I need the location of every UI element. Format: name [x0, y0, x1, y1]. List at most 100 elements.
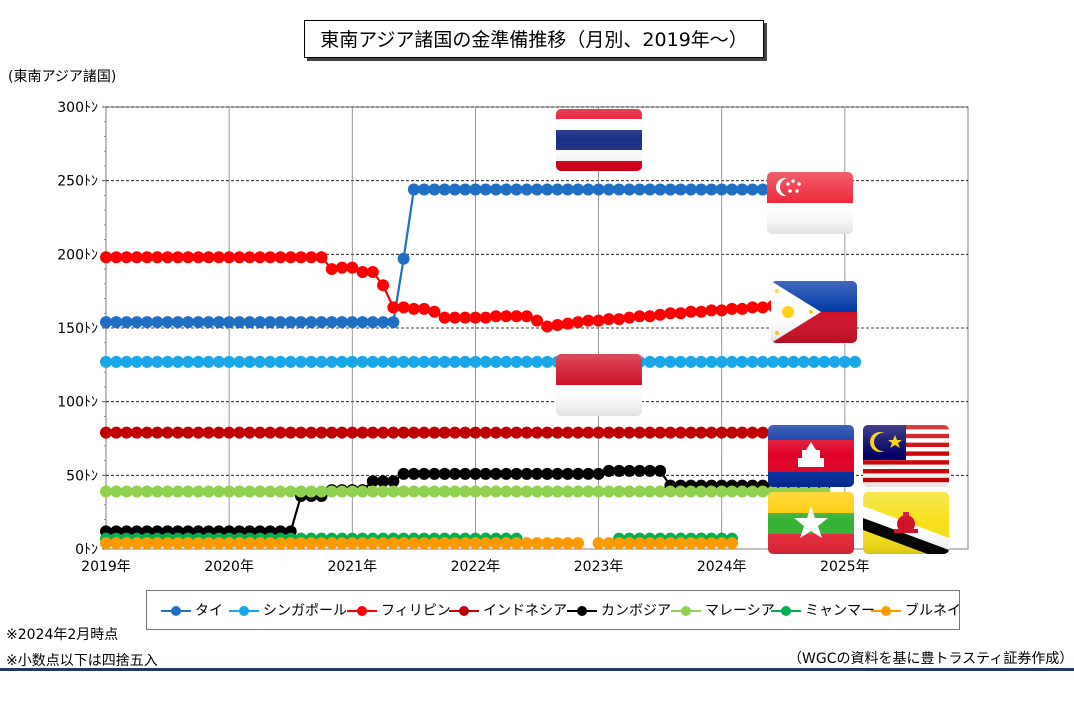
data-point: [541, 426, 554, 439]
data-point: [695, 485, 708, 498]
data-point: [613, 537, 626, 550]
legend-marker: [871, 606, 901, 616]
data-point: [110, 485, 123, 498]
data-point: [438, 311, 451, 324]
data-point: [274, 485, 287, 498]
legend-label: タイ: [195, 603, 223, 619]
data-point: [366, 355, 379, 368]
data-point: [725, 302, 738, 315]
data-point: [161, 426, 174, 439]
data-point: [243, 316, 256, 329]
data-point: [643, 355, 656, 368]
data-point: [664, 426, 677, 439]
data-point: [212, 485, 225, 498]
data-point: [582, 467, 595, 480]
data-point: [325, 263, 338, 276]
data-point: [212, 251, 225, 264]
data-point: [469, 537, 482, 550]
data-point: [469, 355, 482, 368]
data-point: [551, 183, 564, 196]
data-point: [233, 316, 246, 329]
data-point: [613, 426, 626, 439]
data-point: [274, 251, 287, 264]
data-point: [674, 307, 687, 320]
data-point: [366, 426, 379, 439]
data-point: [387, 475, 400, 488]
data-point: [541, 355, 554, 368]
data-point: [192, 426, 205, 439]
data-point: [551, 467, 564, 480]
data-point: [541, 537, 554, 550]
data-point: [397, 426, 410, 439]
data-point: [448, 311, 461, 324]
data-point: [715, 537, 728, 550]
data-point: [746, 485, 759, 498]
data-point: [459, 467, 472, 480]
data-point: [192, 251, 205, 264]
data-point: [756, 485, 769, 498]
data-point: [366, 475, 379, 488]
data-point: [325, 355, 338, 368]
data-point: [407, 426, 420, 439]
data-point: [141, 485, 154, 498]
x-tick-label: 2025年: [820, 559, 870, 575]
data-point: [643, 537, 656, 550]
data-point: [284, 251, 297, 264]
data-point: [151, 355, 164, 368]
data-point: [674, 485, 687, 498]
data-point: [736, 302, 749, 315]
data-point: [418, 537, 431, 550]
data-point: [592, 467, 605, 480]
data-point: [305, 426, 318, 439]
data-point: [531, 355, 543, 368]
data-point: [233, 426, 246, 439]
legend-marker: [229, 606, 259, 616]
data-point: [243, 251, 256, 264]
data-point: [479, 426, 492, 439]
data-point: [572, 467, 585, 480]
data-point: [674, 355, 687, 368]
data-point: [469, 426, 482, 439]
data-point: [500, 183, 513, 196]
data-point: [674, 426, 687, 439]
data-point: [130, 485, 143, 498]
data-point: [582, 426, 595, 439]
data-point: [520, 467, 533, 480]
legend-marker: [567, 606, 597, 616]
legend: タイ シンガポール フィリピン インドネシア カンボジア マレーシア ミャンマー ブルネイ: [146, 590, 961, 630]
data-point: [510, 355, 523, 368]
data-point: [654, 355, 667, 368]
data-point: [274, 537, 287, 550]
data-point: [582, 183, 595, 196]
data-point: [171, 316, 184, 329]
data-point: [613, 485, 626, 498]
y-tick-label: 0ﾄﾝ: [75, 542, 98, 558]
data-point: [541, 467, 554, 480]
data-point: [438, 183, 451, 196]
data-point: [695, 537, 708, 550]
data-point: [141, 316, 154, 329]
series-line: [100, 426, 831, 439]
data-point: [531, 183, 543, 196]
data-point: [171, 355, 184, 368]
data-point: [274, 355, 287, 368]
data-point: [438, 355, 451, 368]
data-point: [253, 316, 266, 329]
data-point: [336, 261, 349, 274]
data-point: [746, 183, 759, 196]
data-point: [582, 485, 595, 498]
data-point: [715, 426, 728, 439]
data-point: [479, 537, 492, 550]
data-point: [418, 467, 431, 480]
data-point: [171, 251, 184, 264]
data-point: [592, 537, 605, 550]
data-point: [264, 485, 277, 498]
data-point: [253, 355, 266, 368]
data-point: [664, 307, 677, 320]
data-point: [346, 537, 359, 550]
data-point: [141, 537, 154, 550]
brunei-flag: [863, 492, 949, 554]
indonesia-flag: [556, 354, 642, 416]
data-point: [397, 301, 410, 314]
data-point: [695, 305, 708, 318]
